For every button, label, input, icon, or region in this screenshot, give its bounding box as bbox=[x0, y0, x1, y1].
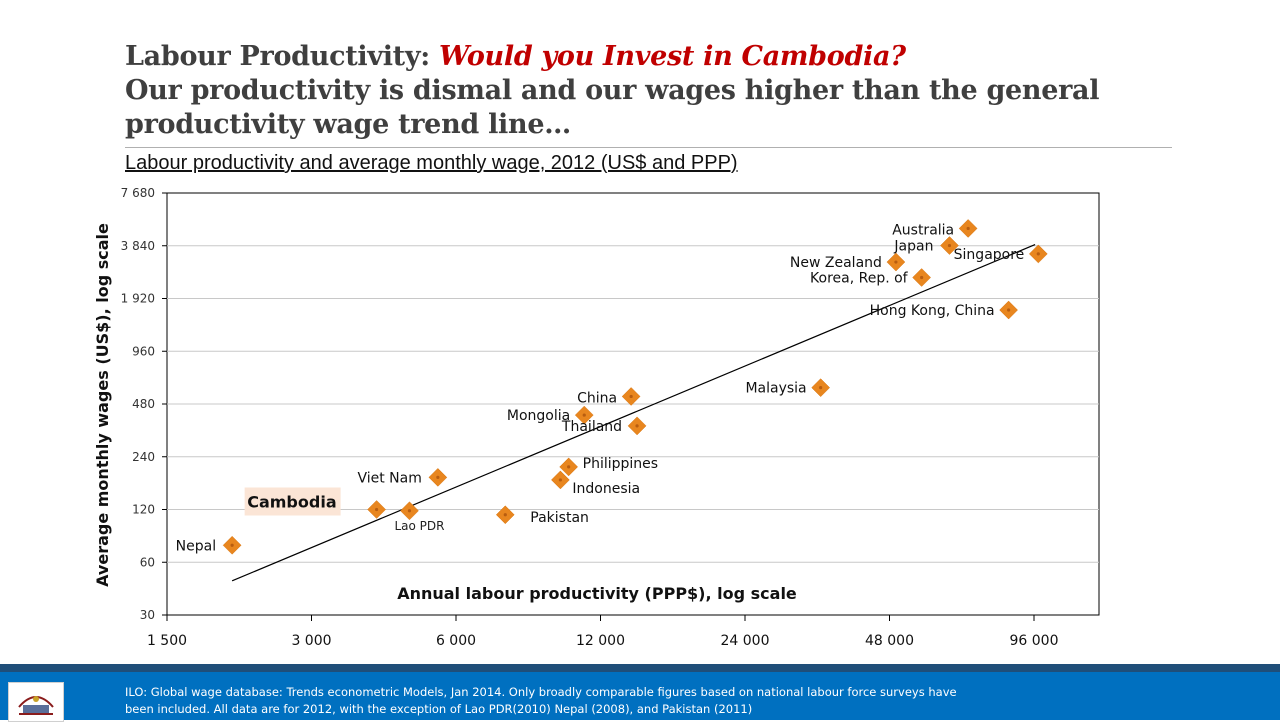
y-tick-label: 240 bbox=[132, 450, 155, 464]
y-tick-label: 60 bbox=[140, 555, 155, 569]
y-tick-label: 1 920 bbox=[121, 292, 155, 306]
point-label-malaysia: Malaysia bbox=[745, 381, 806, 397]
point-label-korea-rep-of: Korea, Rep. of bbox=[810, 271, 909, 287]
chart-title: Labour productivity and average monthly … bbox=[125, 152, 738, 174]
marker-center-philippines bbox=[567, 465, 571, 469]
slide-title: Labour Productivity: Would you Invest in… bbox=[125, 40, 1185, 142]
marker-center-malaysia bbox=[819, 386, 823, 390]
y-tick-label: 480 bbox=[132, 397, 155, 411]
marker-center-thailand bbox=[635, 424, 639, 428]
marker-center-cambodia bbox=[375, 507, 379, 512]
trend-line bbox=[231, 244, 1036, 582]
point-label-japan: Japan bbox=[893, 239, 933, 255]
title-line-2: Our productivity is dismal and our wages… bbox=[125, 75, 1100, 140]
x-tick-label: 6 000 bbox=[436, 633, 476, 649]
x-tick-label: 1 500 bbox=[147, 633, 187, 649]
point-label-china: China bbox=[577, 390, 617, 406]
marker-center-hong-kong-china bbox=[1007, 308, 1011, 312]
marker-center-korea-rep-of bbox=[920, 275, 924, 280]
title-accent: Would you Invest in Cambodia? bbox=[439, 41, 906, 72]
marker-center-china bbox=[629, 394, 633, 399]
x-tick-label: 24 000 bbox=[721, 633, 770, 649]
point-label-hong-kong-china: Hong Kong, China bbox=[870, 303, 995, 319]
institution-logo bbox=[8, 682, 64, 722]
title-prefix: Labour Productivity: bbox=[125, 41, 440, 72]
point-label-indonesia: Indonesia bbox=[572, 481, 640, 497]
title-divider bbox=[125, 147, 1172, 148]
y-tick-label: 30 bbox=[140, 608, 155, 622]
point-label-lao-pdr: Lao PDR bbox=[394, 519, 444, 533]
point-label-australia: Australia bbox=[892, 222, 954, 238]
marker-center-indonesia bbox=[558, 478, 562, 482]
point-label-cambodia: Cambodia bbox=[247, 493, 336, 512]
y-tick-label: 960 bbox=[132, 344, 155, 358]
marker-center-singapore bbox=[1036, 252, 1040, 256]
y-tick-label: 120 bbox=[132, 503, 155, 517]
cambodia-highlight bbox=[244, 487, 341, 516]
marker-center-australia bbox=[966, 226, 970, 231]
marker-center-mongolia bbox=[582, 413, 586, 417]
point-label-viet-nam: Viet Nam bbox=[357, 470, 421, 486]
x-tick-label: 12 000 bbox=[576, 633, 625, 649]
point-label-new-zealand: New Zealand bbox=[790, 255, 882, 271]
y-axis-title: Average monthly wages (US$), log scale bbox=[93, 223, 112, 587]
marker-center-lao-pdr bbox=[407, 509, 412, 513]
x-tick-label: 96 000 bbox=[1010, 633, 1059, 649]
footer-bar: ILO: Global wage database: Trends econom… bbox=[0, 664, 1280, 722]
point-label-nepal: Nepal bbox=[176, 538, 216, 554]
marker-center-japan bbox=[947, 243, 952, 248]
x-tick-label: 3 000 bbox=[291, 633, 331, 649]
marker-center-new-zealand bbox=[894, 260, 898, 264]
point-label-singapore: Singapore bbox=[954, 247, 1025, 263]
point-label-pakistan: Pakistan bbox=[530, 510, 589, 526]
marker-center-viet-nam bbox=[436, 475, 440, 479]
scatter-chart: 30 60 120 240 480 960 1 920 3 840 7 680 1 500 3 00… bbox=[93, 186, 1100, 649]
source-note: ILO: Global wage database: Trends econom… bbox=[125, 685, 957, 716]
point-label-thailand: Thailand bbox=[561, 419, 622, 435]
marker-center-pakistan bbox=[503, 513, 507, 517]
marker-center-nepal bbox=[230, 543, 234, 547]
y-tick-label: 3 840 bbox=[121, 239, 155, 253]
point-label-philippines: Philippines bbox=[583, 456, 658, 472]
x-tick-label: 48 000 bbox=[865, 633, 914, 649]
y-tick-label: 7 680 bbox=[121, 186, 155, 200]
x-axis-title: Annual labour productivity (PPP$), log s… bbox=[397, 584, 797, 603]
point-label-mongolia: Mongolia bbox=[507, 408, 570, 424]
